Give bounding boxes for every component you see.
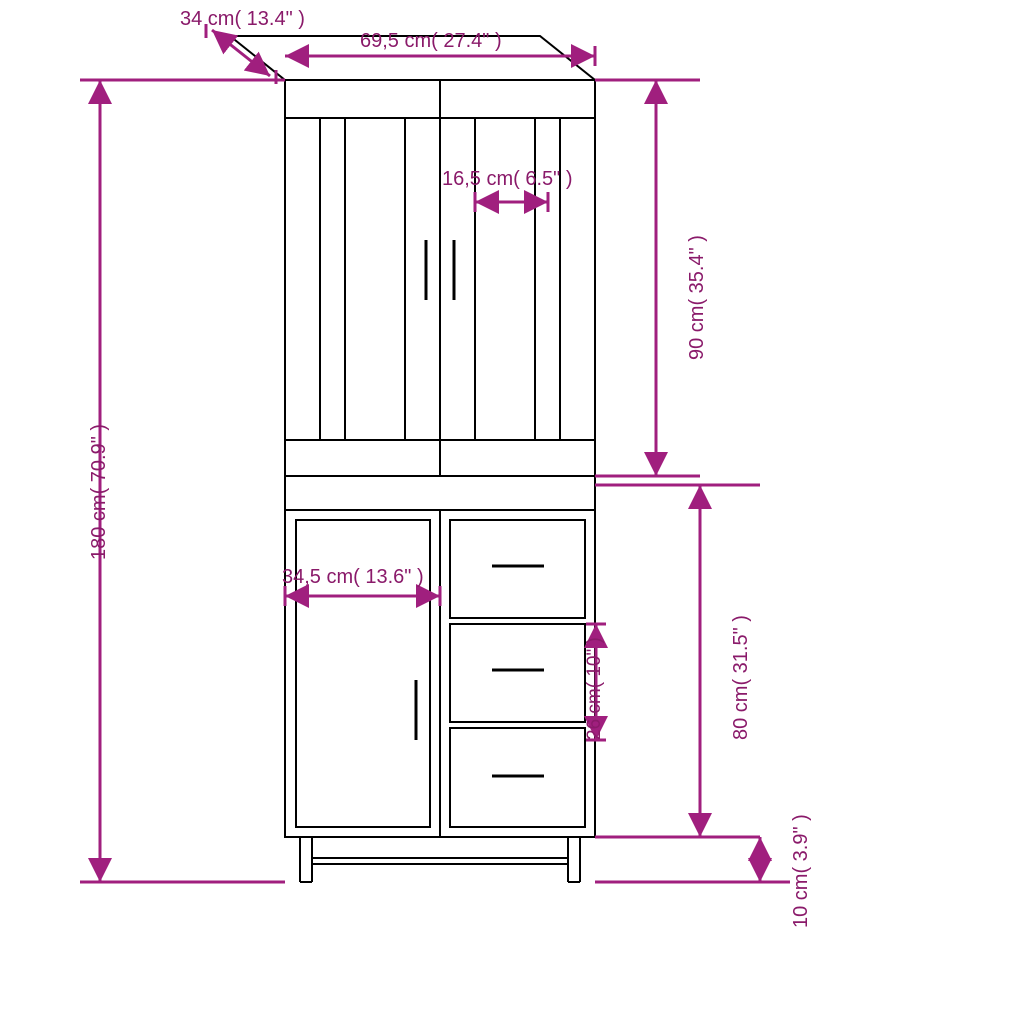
dim-drawer-height-label: 26 cm( 10" ) [584, 637, 606, 740]
dim-lower-height-label: 80 cm( 31.5" ) [730, 615, 753, 740]
dim-total-height-label: 180 cm( 70.9" ) [88, 424, 111, 560]
dim-width-label: 69,5 cm( 27.4" ) [360, 30, 502, 53]
dim-depth-label: 34 cm( 13.4" ) [180, 8, 305, 31]
dimension-lines [80, 24, 790, 882]
cabinet-outline [230, 36, 595, 882]
dim-leg-height-label: 10 cm( 3.9" ) [790, 814, 813, 928]
dim-handle-gap-label: 16,5 cm( 6.5" ) [442, 168, 572, 191]
dim-upper-height-label: 90 cm( 35.4" ) [686, 235, 709, 360]
diagram-canvas: 34 cm( 13.4" ) 69,5 cm( 27.4" ) 16,5 cm(… [0, 0, 1024, 1024]
drawing-svg [0, 0, 1024, 1024]
dim-door-width-label: 34,5 cm( 13.6" ) [282, 566, 424, 589]
